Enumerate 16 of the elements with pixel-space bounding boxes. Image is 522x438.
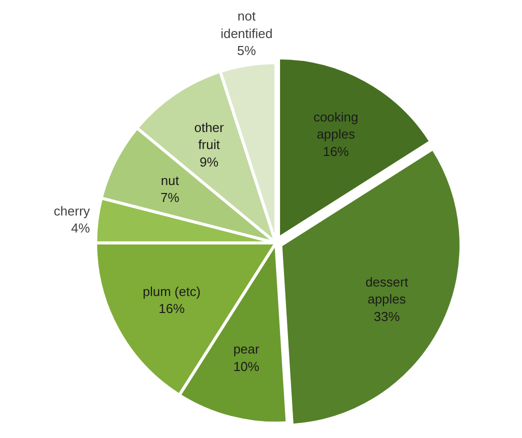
slice-label: plum (etc): [142, 284, 201, 299]
slice-label: nut: [160, 172, 180, 188]
slice-label: pear: [233, 342, 260, 357]
data-label: 33%: [374, 308, 400, 324]
data-label: 7%: [160, 190, 180, 206]
slice-label: not identified: [220, 8, 273, 41]
data-label: 5%: [237, 43, 256, 58]
data-label: 10%: [233, 358, 260, 374]
data-label: 16%: [158, 301, 186, 316]
slice-label: cherry: [54, 203, 90, 218]
data-label: 16%: [322, 144, 350, 159]
slice-label: dessert apples: [365, 274, 408, 307]
data-label: 9%: [200, 154, 219, 170]
slice-label: other fruit: [194, 120, 225, 152]
data-label: 4%: [71, 220, 90, 236]
slice-label: cooking apples: [313, 109, 358, 142]
